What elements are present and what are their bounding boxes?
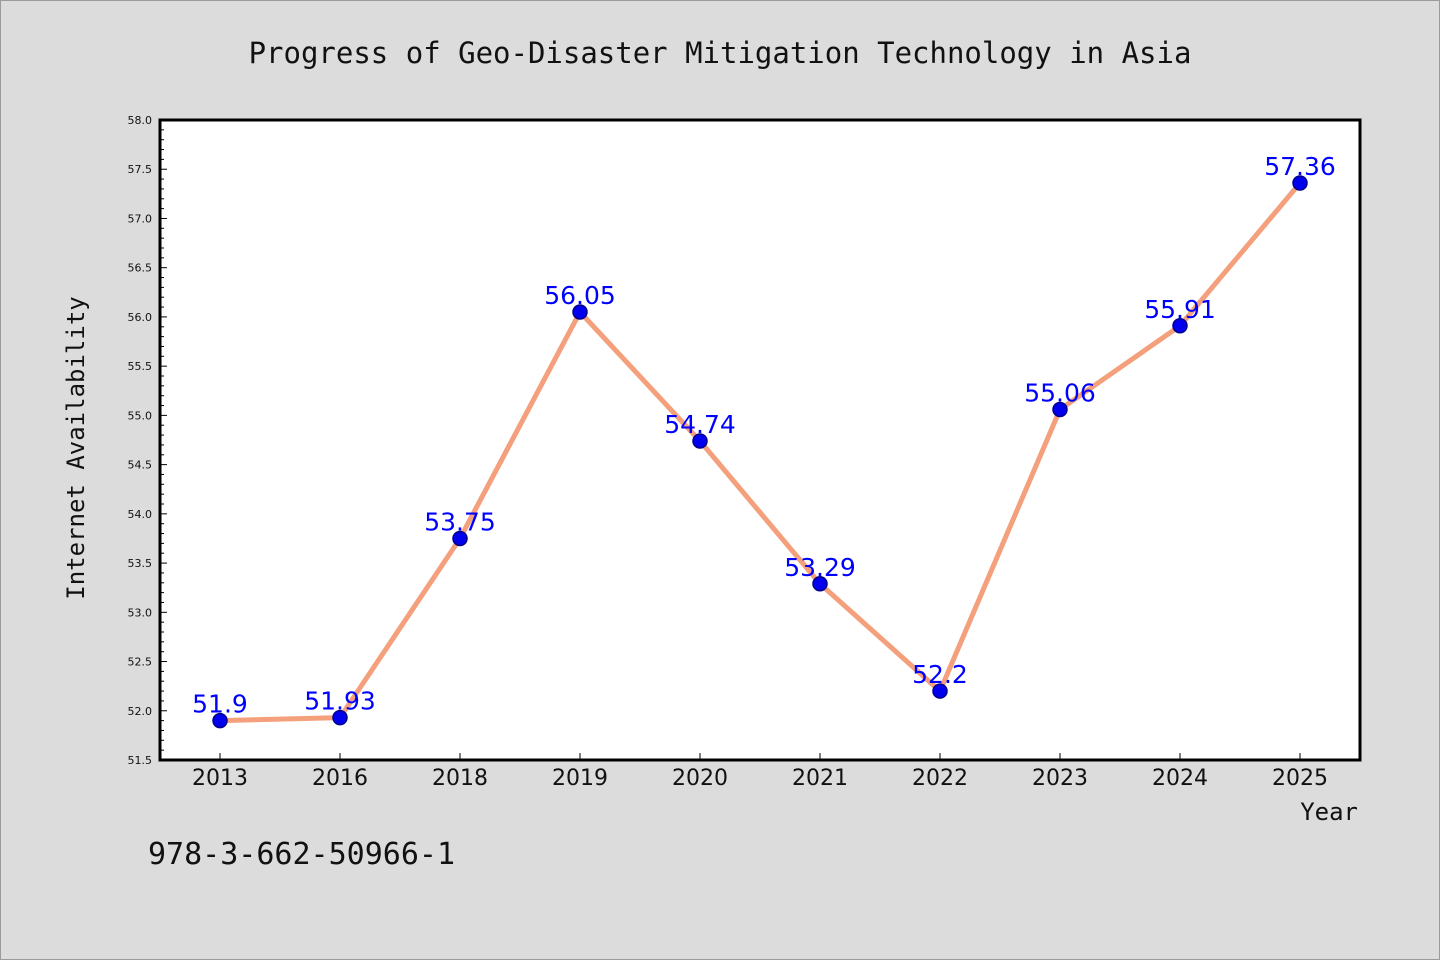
data-point xyxy=(1172,318,1188,334)
data-point xyxy=(452,530,468,547)
isbn-footer: 978-3-662-50966-1 xyxy=(148,837,455,872)
x-tick-label: 2019 xyxy=(552,766,608,791)
data-point xyxy=(212,712,228,729)
y-tick-label: 54.0 xyxy=(128,508,153,521)
data-point xyxy=(572,304,588,320)
x-tick-label: 2023 xyxy=(1032,766,1088,791)
x-tick-label: 2024 xyxy=(1152,766,1208,791)
data-label: 52.2 xyxy=(912,660,968,689)
x-tick-label: 2025 xyxy=(1272,766,1328,791)
data-point xyxy=(812,576,828,592)
y-tick-label: 56.5 xyxy=(128,262,153,275)
data-label: 54.74 xyxy=(664,410,736,439)
data-label: 57.36 xyxy=(1264,152,1336,181)
y-tick-label: 53.0 xyxy=(128,606,153,619)
plot-frame xyxy=(158,118,1362,762)
y-axis: 51.5 52.0 52.5 53.0 53.5 54.0 54.5 55.0 55.5 56.0… xyxy=(128,114,167,767)
y-tick-label: 53.5 xyxy=(128,557,153,570)
x-tick-label: 2016 xyxy=(312,766,368,791)
data-label: 55.91 xyxy=(1144,295,1216,324)
data-label: 53.29 xyxy=(784,553,856,582)
y-tick-label: 52.5 xyxy=(128,656,153,669)
y-axis-label: Internet Availability xyxy=(62,296,90,599)
y-tick-label: 55.5 xyxy=(128,360,153,373)
x-tick-label: 2022 xyxy=(912,766,968,791)
data-label: 51.9 xyxy=(192,690,248,719)
y-tick-label: 57.5 xyxy=(128,163,153,176)
data-label: 51.93 xyxy=(304,687,376,716)
x-tick-label: 2020 xyxy=(672,766,728,791)
y-tick-label: 51.5 xyxy=(128,754,153,767)
series-line xyxy=(217,180,1303,724)
y-tick-label: 56.0 xyxy=(128,311,153,324)
data-point xyxy=(932,683,948,699)
data-label: 56.05 xyxy=(544,281,616,310)
y-tick-label: 55.0 xyxy=(128,409,153,422)
data-label: 53.75 xyxy=(424,507,496,536)
x-tick-label: 2018 xyxy=(432,766,488,791)
data-labels: 51.9 51.93 53.75 56.05 54.74 53.29 52.2 55.06 55… xyxy=(192,152,1336,719)
data-point xyxy=(692,433,708,449)
y-tick-label: 52.0 xyxy=(128,705,153,718)
x-tick-label: 2021 xyxy=(792,766,848,791)
y-tick-label: 57.0 xyxy=(128,212,153,225)
series-markers xyxy=(212,175,1308,729)
data-point xyxy=(1052,401,1068,418)
x-tick-label: 2013 xyxy=(192,766,248,791)
data-label: 55.06 xyxy=(1024,378,1096,407)
plot-area xyxy=(160,120,1360,760)
data-point xyxy=(332,709,348,726)
y-tick-label: 58.0 xyxy=(128,114,153,127)
y-tick-label: 54.5 xyxy=(128,459,153,472)
data-point xyxy=(1292,175,1308,191)
x-axis-label: Year xyxy=(1300,798,1358,826)
x-axis: 2013 2016 2018 2019 2020 2021 2022 2023 2024 2025 xyxy=(192,753,1328,791)
chart-title: Progress of Geo-Disaster Mitigation Tech… xyxy=(249,36,1192,70)
